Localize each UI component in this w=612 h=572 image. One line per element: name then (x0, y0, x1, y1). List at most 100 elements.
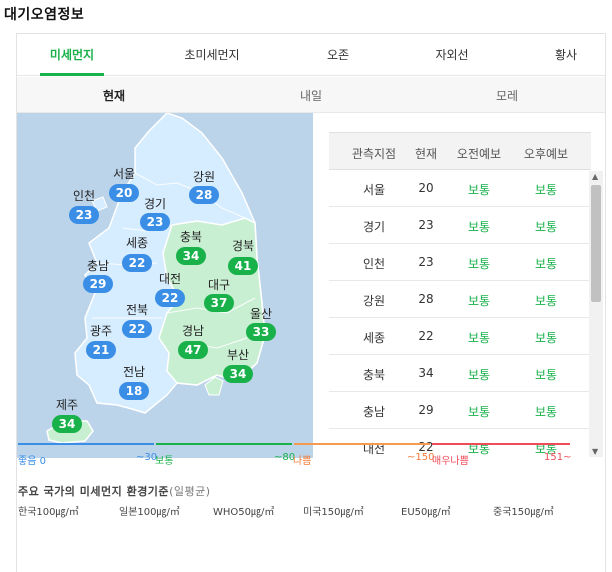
standard-who: WHO50㎍/㎥ (213, 507, 275, 518)
cell-pm: 보통 (534, 368, 558, 382)
table-row[interactable]: 경기 23 보통 보통 (329, 207, 591, 244)
cell-pm: 보통 (534, 442, 558, 456)
region-label-seoul: 서울 (112, 167, 136, 181)
cell-now: 22 (418, 329, 434, 343)
cell-site: 충북 (362, 368, 386, 382)
legend-label-normal: 보통 (155, 456, 174, 467)
cell-am: 보통 (467, 331, 491, 345)
legend-end-very-bad: 151~ (544, 452, 572, 463)
table-row[interactable]: 강원 28 보통 보통 (329, 281, 591, 318)
air-quality-card: 미세먼지 초미세먼지 오존 자외선 황사 현재 내일 모레 서울 (16, 33, 606, 572)
cell-pm: 보통 (534, 294, 558, 308)
region-label-busan: 부산 (226, 348, 250, 362)
tab-fine-dust[interactable]: 미세먼지 (49, 48, 95, 62)
cell-now: 23 (418, 218, 434, 232)
standards-title-sub: (일평균) (169, 485, 211, 498)
geoje-island (204, 376, 224, 396)
region-label-daegu: 대구 (207, 278, 231, 292)
region-value-sejong[interactable]: 22 (122, 254, 152, 272)
region-value-seoul[interactable]: 20 (109, 184, 139, 202)
region-value-gangwon[interactable]: 28 (189, 186, 219, 204)
pollution-scale-legend: 좋음 0 ~30 보통 ~80 나쁨 ~150 매우나쁨 151~ (18, 443, 572, 483)
header-am: 오전예보 (456, 147, 502, 161)
active-tab-indicator (40, 73, 104, 76)
region-value-gyeongbuk[interactable]: 41 (228, 257, 258, 275)
tab-ultrafine-dust[interactable]: 초미세먼지 (184, 48, 240, 62)
region-value-ulsan[interactable]: 33 (246, 323, 276, 341)
cell-am: 보통 (467, 294, 491, 308)
standards-title: 주요 국가의 미세먼지 환경기준(일평균) (18, 483, 211, 499)
tab-uv[interactable]: 자외선 (435, 48, 469, 62)
cell-now: 34 (418, 366, 434, 380)
region-label-gyeonggi: 경기 (143, 197, 167, 211)
region-label-gangwon: 강원 (192, 170, 216, 184)
tab-yellow-dust[interactable]: 황사 (554, 48, 578, 62)
standard-japan: 일본100㎍/㎥ (119, 507, 180, 518)
header-pm: 오후예보 (523, 147, 569, 161)
standards-title-main: 주요 국가의 미세먼지 환경기준 (18, 485, 170, 498)
region-value-jeonnam[interactable]: 18 (119, 382, 149, 400)
cell-pm: 보통 (534, 405, 558, 419)
legend-bar-normal (156, 443, 292, 445)
region-label-chungbuk: 충북 (179, 230, 203, 244)
legend-bar-good (18, 443, 154, 445)
scroll-down-arrow-icon[interactable]: ▼ (592, 447, 599, 456)
cell-pm: 보통 (534, 257, 558, 271)
table-row[interactable]: 세종 22 보통 보통 (329, 318, 591, 355)
cell-am: 보통 (467, 183, 491, 197)
cell-now: 23 (418, 255, 434, 269)
region-label-jeonnam: 전남 (122, 365, 146, 379)
region-value-gyeonggi[interactable]: 23 (140, 213, 170, 231)
cell-site: 대전 (362, 442, 386, 456)
cell-site: 인천 (362, 257, 386, 271)
day-today[interactable]: 현재 (102, 89, 126, 103)
region-value-daegu[interactable]: 37 (204, 294, 234, 312)
legend-bar-bad (294, 443, 430, 445)
region-label-jeonbuk: 전북 (125, 303, 149, 317)
region-value-gyeongnam[interactable]: 47 (178, 341, 208, 359)
region-value-gwangju[interactable]: 21 (86, 341, 116, 359)
day-tomorrow[interactable]: 내일 (299, 89, 323, 103)
region-label-sejong: 세종 (125, 236, 149, 250)
table-row[interactable]: 충북 34 보통 보통 (329, 355, 591, 392)
region-value-daejeon[interactable]: 22 (155, 289, 185, 307)
legend-label-very-bad: 매우나쁨 (432, 456, 469, 467)
region-value-jeonbuk[interactable]: 22 (122, 320, 152, 338)
region-label-daejeon: 대전 (158, 272, 182, 286)
day-after-tomorrow[interactable]: 모레 (495, 89, 519, 103)
region-label-chungnam: 충남 (86, 259, 110, 273)
cell-site: 서울 (362, 183, 386, 197)
cell-pm: 보통 (534, 220, 558, 234)
cell-site: 세종 (362, 331, 386, 345)
header-now: 현재 (414, 147, 438, 161)
cell-site: 충남 (362, 405, 386, 419)
standard-china: 중국150㎍/㎥ (493, 507, 554, 518)
table-scrollbar[interactable]: ▲ ▼ (589, 171, 603, 457)
cell-site: 경기 (362, 220, 386, 234)
cell-am: 보통 (467, 257, 491, 271)
region-value-jeju[interactable]: 34 (52, 415, 82, 433)
header-site: 관측지점 (351, 147, 397, 161)
cell-am: 보통 (467, 220, 491, 234)
table-row[interactable]: 서울 20 보통 보통 (329, 170, 591, 207)
page-title: 대기오염정보 (4, 7, 85, 23)
region-label-gwangju: 광주 (89, 324, 113, 338)
cell-am: 보통 (467, 368, 491, 382)
standard-usa: 미국150㎍/㎥ (303, 507, 364, 518)
table-row[interactable]: 인천 23 보통 보통 (329, 244, 591, 281)
scroll-up-arrow-icon[interactable]: ▲ (592, 172, 599, 181)
scroll-thumb[interactable] (591, 185, 601, 302)
region-value-chungbuk[interactable]: 34 (176, 247, 206, 265)
tab-ozone[interactable]: 오존 (326, 48, 350, 62)
region-value-busan[interactable]: 34 (223, 365, 253, 383)
cell-am: 보통 (467, 405, 491, 419)
cell-am: 보통 (467, 442, 491, 456)
region-value-incheon[interactable]: 23 (69, 206, 99, 224)
legend-end-good: ~30 (136, 452, 158, 463)
cell-pm: 보통 (534, 183, 558, 197)
station-table: 관측지점 현재 오전예보 오후예보 서울 20 보통 보통 경기 23 보통 보… (329, 132, 605, 457)
table-row[interactable]: 충남 29 보통 보통 (329, 392, 591, 429)
cell-now: 20 (418, 181, 434, 195)
region-value-chungnam[interactable]: 29 (83, 275, 113, 293)
day-selector: 현재 내일 모레 (17, 77, 605, 113)
